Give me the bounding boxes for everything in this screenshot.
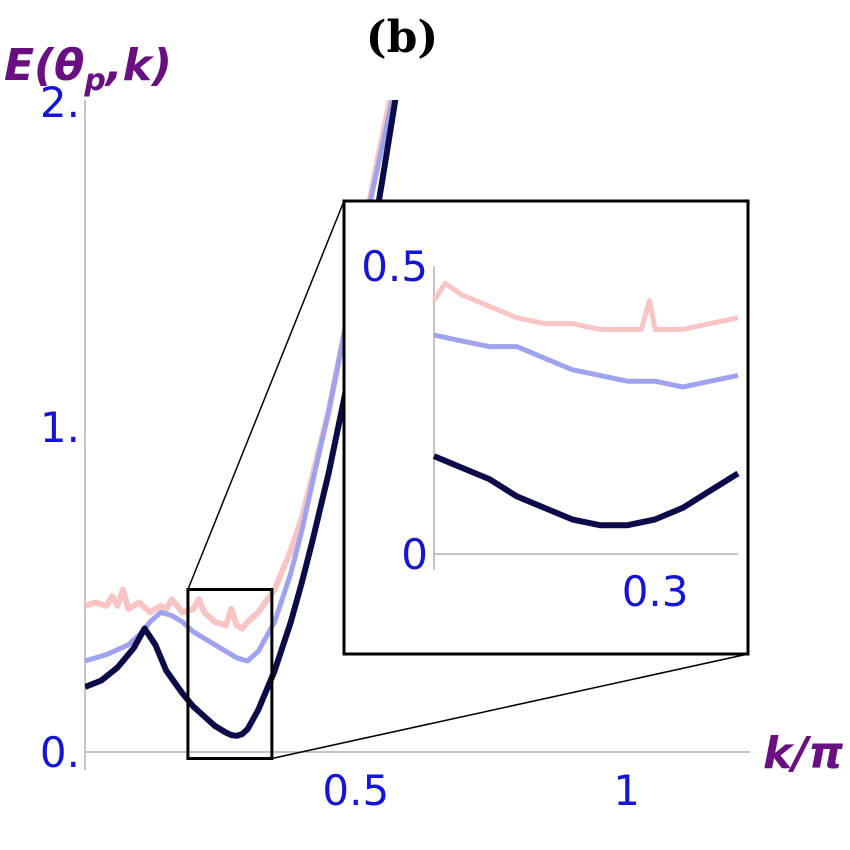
inset-ticks: 0.3 0 0.5 — [361, 242, 688, 616]
x-tick-label: 1 — [613, 766, 640, 815]
x-axis-title: k/π — [763, 728, 843, 779]
y-tick-label: 2. — [40, 78, 80, 127]
zoom-connector-top — [187, 200, 345, 590]
zoom-box — [186, 200, 749, 760]
y-tick-label: 1. — [40, 403, 80, 452]
inset-panel: 0.3 0 0.5 — [342, 199, 750, 656]
inset-series — [431, 280, 740, 529]
y-axis-title: E(θp,k) — [4, 40, 172, 98]
inset-series-line — [431, 280, 739, 332]
panel-label: (b) — [366, 12, 438, 63]
inset-series-line — [433, 332, 739, 390]
main-ticks: 0.5 1 0. 1. 2. — [40, 78, 640, 815]
zoom-connector-bottom — [271, 653, 749, 760]
inset-series-line — [432, 453, 740, 529]
inset-y-tick-label: 0 — [401, 530, 428, 579]
y-axis-title-main: E( — [4, 40, 55, 91]
inset-background — [342, 199, 750, 656]
x-tick-label: 0.5 — [322, 766, 389, 815]
main-axes — [84, 100, 750, 770]
y-tick-label: 0. — [40, 728, 80, 777]
y-axis-title-rest: ,k) — [104, 40, 172, 91]
inset-y-tick-label: 0.5 — [361, 242, 428, 291]
y-axis-title-theta: θ — [54, 40, 84, 91]
zoom-region-box — [186, 588, 274, 760]
inset-x-tick-label: 0.3 — [622, 567, 689, 616]
y-axis-title-sub: p — [83, 63, 105, 98]
